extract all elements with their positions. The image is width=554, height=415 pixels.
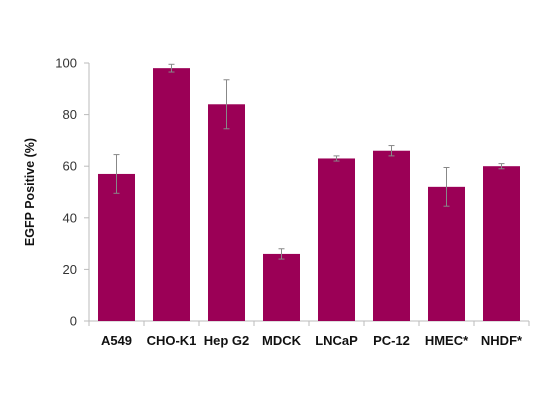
category-label: PC-12: [373, 333, 410, 348]
bar-hep-g2: [208, 104, 245, 321]
y-axis: 0 20 40 60 80 100: [55, 56, 90, 329]
bar-nhdf: [483, 166, 520, 321]
bar-lncap: [318, 158, 355, 321]
category-labels: A549 CHO-K1 Hep G2 MDCK LNCaP PC-12 HMEC* NHDF*: [101, 333, 523, 348]
y-tick-label: 60: [63, 159, 77, 174]
bar-hmec: [428, 186, 465, 321]
bar-mdck: [263, 253, 300, 321]
y-tick-label: 0: [70, 314, 77, 329]
category-label: Hep G2: [204, 333, 250, 348]
y-tick-label: 80: [63, 107, 77, 122]
bar-cho-k1: [153, 68, 190, 321]
category-label: A549: [101, 333, 132, 348]
x-axis: [88, 320, 530, 326]
category-label: HMEC*: [425, 333, 469, 348]
category-label: MDCK: [262, 333, 302, 348]
category-label: CHO-K1: [147, 333, 197, 348]
y-tick-label: 20: [63, 262, 77, 277]
y-tick-label: 100: [55, 56, 77, 71]
bar-pc-12: [373, 150, 410, 321]
bars: [98, 68, 520, 321]
error-bars: [113, 63, 505, 260]
category-label: NHDF*: [481, 333, 523, 348]
bar-a549: [98, 173, 135, 321]
y-tick-label: 40: [63, 210, 77, 225]
category-label: LNCaP: [315, 333, 358, 348]
y-axis-title: EGFP Positive (%): [23, 138, 37, 246]
